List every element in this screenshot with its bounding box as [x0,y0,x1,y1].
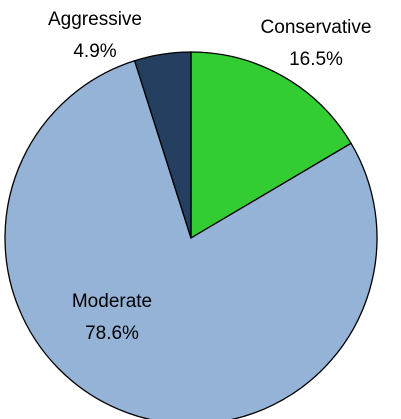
pie-slice [133,51,192,239]
slice-category-label: Conservative [261,17,372,38]
slice-value-label: 4.9% [73,41,116,62]
pie-slice [190,51,352,240]
pie-slice [4,59,378,419]
slice-value-label: 78.6% [85,323,139,344]
slice-category-label: Moderate [72,291,152,312]
slice-value-label: 16.5% [289,49,343,70]
slice-category-label: Aggressive [48,9,142,30]
